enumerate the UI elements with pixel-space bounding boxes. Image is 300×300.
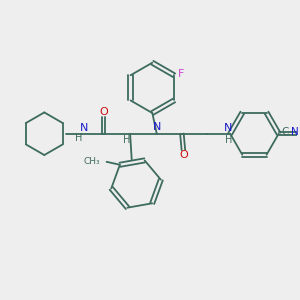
Text: N: N: [291, 127, 299, 137]
Text: N: N: [80, 123, 88, 134]
Text: O: O: [179, 150, 188, 160]
Text: N: N: [224, 123, 232, 133]
Text: CH₃: CH₃: [83, 157, 100, 166]
Text: F: F: [177, 69, 184, 79]
Text: N: N: [153, 122, 161, 132]
Text: H: H: [75, 133, 82, 143]
Text: O: O: [99, 107, 108, 117]
Text: H: H: [225, 135, 232, 145]
Text: H: H: [123, 135, 130, 145]
Text: C: C: [281, 127, 288, 137]
